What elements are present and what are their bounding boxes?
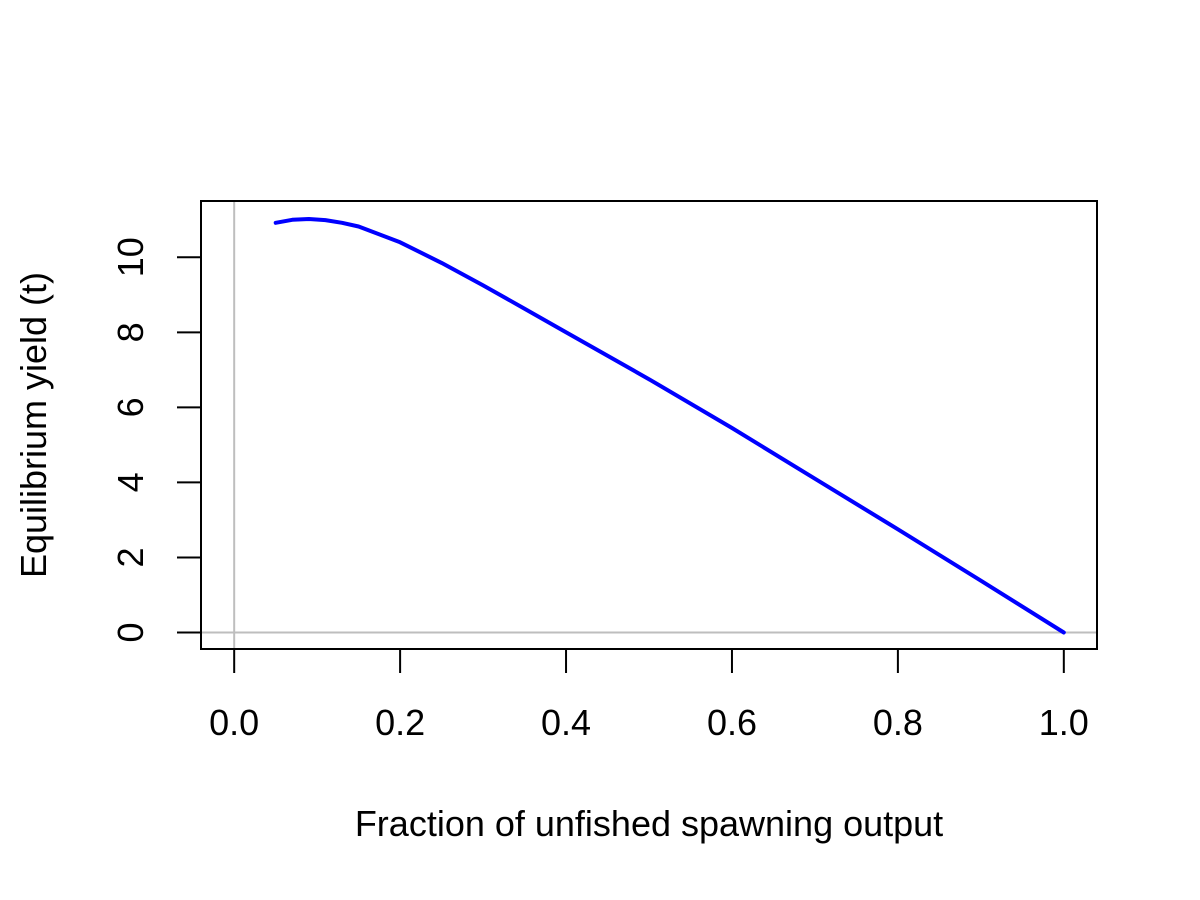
y-tick-label: 8 [110, 322, 151, 342]
x-tick-label: 0.4 [541, 702, 591, 743]
y-tick-label: 2 [110, 547, 151, 567]
x-tick-label: 0.0 [209, 702, 259, 743]
x-axis: 0.0 0.2 0.4 0.6 0.8 1.0 [209, 649, 1089, 743]
y-axis-title: Equilibrium yield (t) [13, 272, 54, 578]
y-tick-label: 6 [110, 397, 151, 417]
x-tick-label: 0.6 [707, 702, 757, 743]
y-axis: 0 2 4 6 8 10 [110, 237, 201, 643]
y-tick-label: 0 [110, 622, 151, 642]
x-axis-title: Fraction of unfished spawning output [355, 803, 943, 844]
x-tick-label: 0.2 [375, 702, 425, 743]
x-tick-label: 1.0 [1039, 702, 1089, 743]
x-tick-label: 0.8 [873, 702, 923, 743]
y-tick-label: 4 [110, 472, 151, 492]
y-tick-label: 10 [110, 237, 151, 277]
series-line-1 [273, 217, 1066, 635]
series-layer [273, 217, 1066, 635]
reference-lines [201, 201, 1097, 649]
plot-frame [200, 200, 1098, 650]
